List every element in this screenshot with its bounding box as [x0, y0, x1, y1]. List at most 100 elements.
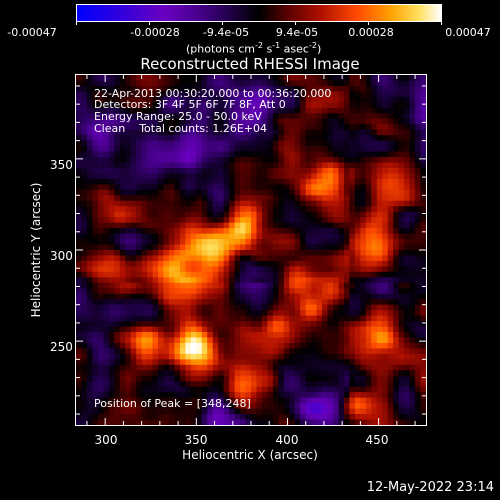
- heatmap-cell: [240, 173, 246, 180]
- heatmap-cell: [382, 129, 389, 136]
- heatmap-cell: [393, 96, 399, 103]
- heatmap-cell: [147, 113, 153, 120]
- heatmap-cell: [251, 178, 257, 185]
- heatmap-cell: [409, 85, 416, 92]
- heatmap-cell: [81, 96, 88, 103]
- heatmap-cell: [201, 75, 208, 81]
- heatmap-cell: [158, 375, 164, 382]
- heatmap-cell: [158, 414, 164, 420]
- heatmap-cell: [376, 392, 383, 398]
- heatmap-cell: [251, 151, 257, 158]
- heatmap-cell: [393, 353, 399, 360]
- heatmap-cell: [349, 167, 356, 174]
- heatmap-cell: [316, 375, 323, 382]
- heatmap-cell: [114, 375, 121, 382]
- heatmap-cell: [404, 386, 410, 393]
- heatmap-cell: [207, 91, 214, 98]
- heatmap-cell: [283, 353, 290, 360]
- heatmap-cell: [196, 375, 203, 382]
- heatmap-cell: [240, 321, 246, 327]
- heatmap-cell: [415, 200, 421, 207]
- heatmap-cell: [114, 184, 121, 191]
- heatmap-cell: [229, 80, 235, 87]
- heatmap-cell: [103, 299, 110, 305]
- heatmap-cell: [201, 96, 208, 103]
- heatmap-cell: [147, 299, 153, 305]
- heatmap-cell: [256, 233, 263, 240]
- heatmap-cell: [311, 96, 317, 103]
- heatmap-cell: [212, 250, 219, 256]
- heatmap-cell: [311, 282, 317, 289]
- heatmap-cell: [201, 397, 208, 404]
- heatmap-cell: [322, 321, 328, 327]
- heatmap-cell: [283, 129, 290, 136]
- heatmap-cell: [207, 228, 214, 234]
- heatmap-cell: [251, 332, 257, 338]
- heatmap-cell: [365, 375, 372, 382]
- heatmap-cell: [398, 359, 405, 366]
- heatmap-cell: [190, 293, 197, 300]
- heatmap-cell: [240, 228, 246, 234]
- heatmap-cell: [196, 353, 203, 360]
- heatmap-cell: [283, 397, 290, 404]
- heatmap-cell: [338, 206, 345, 213]
- heatmap-cell: [420, 414, 426, 420]
- heatmap-cell: [218, 342, 224, 349]
- heatmap-cell: [398, 414, 405, 420]
- heatmap-cell: [261, 113, 268, 120]
- heatmap-cell: [114, 255, 121, 262]
- heatmap-cell: [212, 321, 219, 327]
- heatmap-cell: [92, 211, 99, 218]
- heatmap-cell: [415, 85, 421, 92]
- heatmap-cell: [289, 271, 296, 278]
- heatmap-cell: [185, 403, 192, 409]
- heatmap-cell: [125, 419, 131, 425]
- heatmap-cell: [420, 184, 426, 191]
- heatmap-cell: [196, 113, 203, 120]
- heatmap-cell: [141, 200, 148, 207]
- heatmap-cell: [218, 288, 224, 295]
- heatmap-cell: [360, 414, 367, 420]
- heatmap-cell: [420, 233, 426, 240]
- heatmap-cell: [103, 217, 110, 223]
- heatmap-cell: [251, 419, 257, 425]
- heatmap-cell: [349, 146, 356, 152]
- heatmap-cell: [300, 178, 306, 185]
- heatmap-cell: [201, 348, 208, 355]
- heatmap-cell: [420, 342, 426, 349]
- heatmap-cell: [343, 250, 350, 256]
- heatmap-cell: [245, 321, 252, 327]
- heatmap-cell: [163, 157, 170, 163]
- heatmap-cell: [240, 419, 246, 425]
- heatmap-cell: [338, 260, 345, 267]
- heatmap-cell: [349, 124, 356, 130]
- heatmap-cell: [103, 403, 110, 409]
- heatmap-cell: [343, 321, 350, 327]
- heatmap-cell: [136, 403, 142, 409]
- heatmap-cell: [300, 403, 306, 409]
- heatmap-cell: [147, 118, 153, 125]
- heatmap-cell: [92, 222, 99, 229]
- heatmap-cell: [382, 146, 389, 152]
- heatmap-cell: [261, 403, 268, 409]
- heatmap-cell: [212, 364, 219, 371]
- heatmap-cell: [190, 140, 197, 147]
- heatmap-cell: [81, 129, 88, 136]
- heatmap-cell: [119, 233, 126, 240]
- heatmap-cell: [289, 75, 296, 81]
- heatmap-cell: [398, 337, 405, 344]
- heatmap-cell: [223, 233, 230, 240]
- heatmap-cell: [322, 151, 328, 158]
- heatmap-cell: [185, 277, 192, 284]
- heatmap-cell: [365, 359, 372, 366]
- heatmap-cell: [97, 392, 104, 398]
- heatmap-cell: [327, 397, 334, 404]
- heatmap-cell: [240, 260, 246, 267]
- heatmap-cell: [212, 386, 219, 393]
- heatmap-cell: [409, 129, 416, 136]
- heatmap-cell: [322, 146, 328, 152]
- heatmap-cell: [272, 107, 279, 114]
- heatmap-cell: [185, 135, 192, 141]
- heatmap-cell: [327, 332, 334, 338]
- heatmap-cell: [305, 162, 312, 169]
